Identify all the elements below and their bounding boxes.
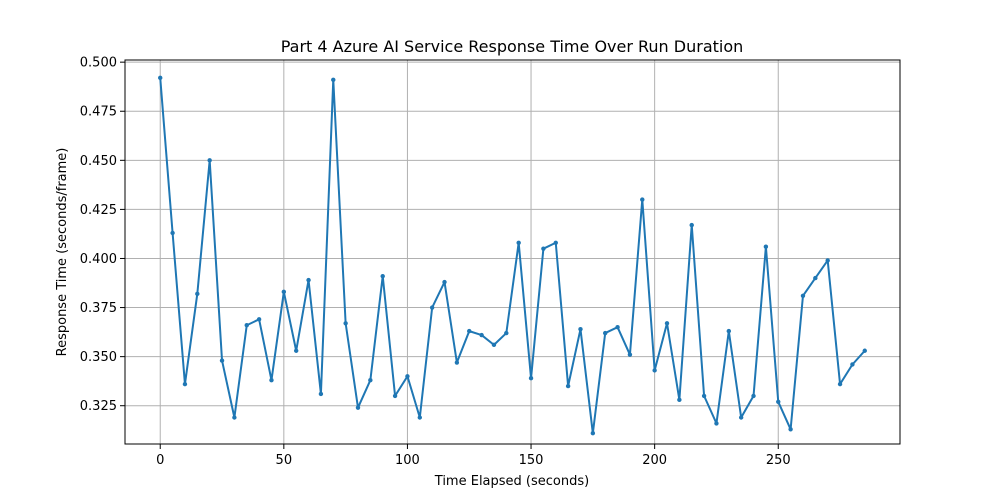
y-tick-label: 0.425	[80, 203, 117, 218]
data-point	[392, 393, 398, 399]
data-point	[232, 415, 237, 420]
data-point	[652, 368, 657, 373]
data-point	[491, 342, 497, 348]
data-point	[590, 431, 596, 436]
y-tick-label: 0.400	[80, 252, 117, 267]
x-tick-label: 150	[519, 453, 544, 468]
data-point	[837, 381, 843, 387]
plot-frame	[124, 59, 901, 445]
data-point	[714, 421, 719, 426]
x-tick-label: 100	[395, 453, 420, 468]
data-point	[813, 275, 818, 281]
data-point	[479, 332, 484, 338]
data-point	[578, 326, 583, 332]
data-point	[603, 330, 608, 336]
data-point	[219, 358, 225, 363]
y-tick-label: 0.375	[80, 301, 117, 316]
data-point	[281, 289, 287, 295]
y-tick-label: 0.500	[80, 56, 117, 71]
data-point	[318, 391, 324, 397]
series-line	[159, 77, 866, 435]
y-axis-label: Response Time (seconds/frame)	[55, 148, 70, 357]
data-point	[689, 222, 694, 228]
x-tick-label: 50	[276, 453, 293, 468]
data-point	[553, 240, 558, 245]
data-point	[726, 328, 732, 334]
data-point	[170, 230, 175, 236]
data-point	[701, 393, 707, 399]
y-tick-label: 0.450	[80, 154, 117, 169]
data-point	[343, 321, 348, 326]
data-point	[454, 360, 460, 365]
x-tick-label: 0	[156, 453, 164, 468]
data-point	[627, 352, 633, 357]
data-point	[862, 348, 867, 353]
series-layer	[158, 75, 867, 436]
data-point	[850, 362, 855, 367]
data-point	[380, 273, 385, 279]
data-point	[269, 377, 274, 383]
gridlines	[125, 60, 900, 444]
data-point	[776, 399, 781, 404]
data-point	[182, 381, 188, 387]
data-point	[429, 305, 435, 310]
data-point	[293, 348, 299, 353]
data-point	[565, 383, 571, 389]
y-tick-label: 0.325	[80, 399, 117, 414]
data-point	[417, 415, 422, 420]
chart-title: Part 4 Azure AI Service Response Time Ov…	[281, 37, 744, 56]
data-point	[355, 405, 361, 410]
data-point	[640, 197, 645, 202]
data-point	[306, 277, 311, 283]
data-point	[528, 376, 534, 381]
y-tick-label: 0.350	[80, 350, 117, 365]
data-point	[244, 323, 249, 328]
data-point	[751, 393, 756, 399]
data-point	[207, 158, 212, 163]
x-tick-label: 200	[642, 453, 667, 468]
data-point	[615, 324, 620, 330]
data-point	[664, 321, 670, 326]
data-point	[158, 75, 163, 81]
data-point	[256, 317, 262, 322]
data-point	[504, 330, 509, 336]
data-point	[442, 279, 447, 285]
data-point	[825, 258, 830, 263]
x-tick-label: 250	[766, 453, 791, 468]
data-point	[541, 246, 546, 251]
y-tick-label: 0.475	[80, 105, 117, 120]
data-point	[368, 377, 373, 383]
data-point	[467, 328, 472, 334]
data-point	[331, 77, 336, 83]
data-point	[516, 240, 521, 245]
data-point	[405, 374, 410, 379]
data-point	[195, 291, 200, 297]
data-point	[788, 427, 793, 432]
data-point	[738, 415, 744, 420]
axis-ticks: 0 50 100 150 200 250 0.325 0.350 0.375 0.400 0.425…	[80, 56, 791, 468]
data-point	[763, 244, 769, 249]
data-point	[800, 293, 806, 298]
data-point	[677, 397, 682, 403]
x-axis-label: Time Elapsed (seconds)	[434, 474, 589, 489]
